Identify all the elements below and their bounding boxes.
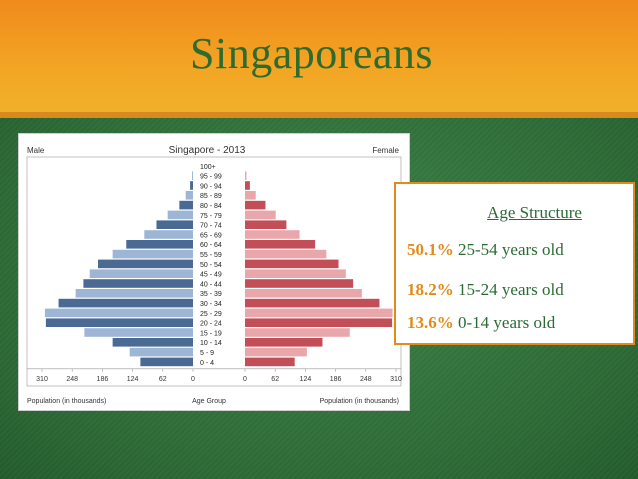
header-band — [0, 0, 638, 112]
female-bar-19 — [245, 347, 307, 357]
stat-15-24: 18.2% 15-24 years old — [407, 280, 564, 300]
age-group-label: 85 - 89 — [200, 193, 222, 200]
x-tick-label: 124 — [300, 376, 312, 383]
stat-label: 25-54 years old — [458, 240, 564, 259]
male-bar-16 — [45, 318, 193, 327]
female-label: Female — [372, 146, 399, 155]
x-tick-label: 186 — [330, 376, 342, 383]
male-label: Male — [27, 146, 45, 155]
stat-percent: 13.6% — [407, 313, 454, 332]
age-group-label: 75 - 79 — [200, 213, 222, 220]
male-bar-15 — [44, 308, 194, 318]
age-group-label: 35 - 39 — [200, 291, 222, 298]
age-group-label: 45 - 49 — [200, 272, 222, 279]
female-bar-13 — [245, 289, 362, 298]
age-group-label: 30 - 34 — [200, 301, 222, 308]
male-bar-2 — [190, 181, 193, 190]
male-bar-14 — [58, 298, 193, 308]
age-structure-box: Age Structure 50.1% 25-54 years old 18.2… — [394, 182, 635, 345]
age-structure-heading: Age Structure — [487, 203, 582, 222]
population-pyramid-chart: Male Singapore - 2013 Female 100+ 95 - 99… — [19, 134, 409, 410]
male-bar-9 — [112, 249, 193, 259]
x-tick-label: 186 — [97, 376, 109, 383]
stat-percent: 18.2% — [407, 280, 454, 299]
stat-0-14: 13.6% 0-14 years old — [407, 313, 555, 333]
female-bar-20 — [245, 357, 295, 367]
age-group-label: 90 - 94 — [200, 183, 222, 190]
female-bar-18 — [245, 338, 323, 347]
age-group-label: 100+ — [200, 164, 216, 171]
age-group-label: 15 - 19 — [200, 330, 222, 337]
x-tick-label: 0 — [243, 376, 247, 383]
male-bar-10 — [98, 259, 193, 269]
age-group-label: 20 - 24 — [200, 321, 222, 328]
male-bar-4 — [179, 200, 193, 210]
age-group-label: 10 - 14 — [200, 340, 222, 347]
age-group-label: 50 - 54 — [200, 262, 222, 269]
age-group-label: 5 - 9 — [200, 350, 214, 357]
age-group-label: 0 - 4 — [200, 360, 214, 367]
female-bar-4 — [245, 200, 266, 210]
female-bar-16 — [245, 318, 393, 327]
stat-25-54: 50.1% 25-54 years old — [407, 240, 564, 260]
age-group-label: 25 - 29 — [200, 311, 222, 318]
male-bar-11 — [89, 269, 193, 278]
age-group-label: 40 - 44 — [200, 281, 222, 288]
male-bar-17 — [84, 328, 193, 337]
female-bar-11 — [245, 269, 346, 278]
female-bar-3 — [245, 191, 256, 200]
age-group-label: 80 - 84 — [200, 203, 222, 210]
x-tick-label: 248 — [360, 376, 372, 383]
age-group-label: 70 - 74 — [200, 223, 222, 230]
female-bar-10 — [245, 259, 339, 269]
x-tick-label: 310 — [390, 376, 402, 383]
female-bar-9 — [245, 249, 327, 259]
stat-label: 0-14 years old — [458, 313, 556, 332]
header-divider — [0, 112, 638, 118]
female-bar-14 — [245, 298, 380, 308]
male-bar-18 — [112, 338, 193, 347]
x-tick-label: 62 — [271, 376, 279, 383]
female-bar-17 — [245, 328, 350, 337]
x-tick-label: 124 — [127, 376, 139, 383]
male-bar-8 — [126, 240, 193, 249]
chart-title: Singapore - 2013 — [169, 145, 246, 156]
age-group-label: 65 - 69 — [200, 232, 222, 239]
slide-title: Singaporeans — [190, 29, 434, 78]
male-bar-1 — [192, 171, 193, 180]
x-axis-label-center: Age Group — [192, 398, 226, 405]
x-tick-label: 248 — [66, 376, 78, 383]
x-axis-label-left: Population (in thousands) — [27, 398, 106, 405]
x-tick-label: 310 — [36, 376, 48, 383]
male-bar-13 — [75, 289, 193, 298]
stat-label: 15-24 years old — [458, 280, 564, 299]
stat-percent: 50.1% — [407, 240, 454, 259]
female-bar-1 — [245, 171, 247, 180]
x-axis-label-right: Population (in thousands) — [320, 398, 399, 405]
male-bar-3 — [185, 191, 193, 200]
male-bar-20 — [140, 357, 193, 367]
x-tick-label: 62 — [159, 376, 167, 383]
female-bar-8 — [245, 240, 316, 249]
male-bar-12 — [83, 279, 193, 288]
female-bar-12 — [245, 279, 354, 288]
age-group-label: 55 - 59 — [200, 252, 222, 259]
female-bar-6 — [245, 220, 287, 229]
female-bar-7 — [245, 230, 300, 239]
age-group-label: 60 - 64 — [200, 242, 222, 249]
male-bar-6 — [156, 220, 193, 229]
male-bar-19 — [129, 347, 193, 357]
female-bar-2 — [245, 181, 250, 190]
female-bar-15 — [245, 308, 393, 318]
x-tick-label: 0 — [191, 376, 195, 383]
male-bar-7 — [144, 230, 193, 239]
age-group-label: 95 - 99 — [200, 174, 222, 181]
male-bar-5 — [167, 210, 193, 220]
population-pyramid-card: Male Singapore - 2013 Female 100+ 95 - 99… — [18, 133, 410, 411]
female-bar-5 — [245, 210, 276, 220]
